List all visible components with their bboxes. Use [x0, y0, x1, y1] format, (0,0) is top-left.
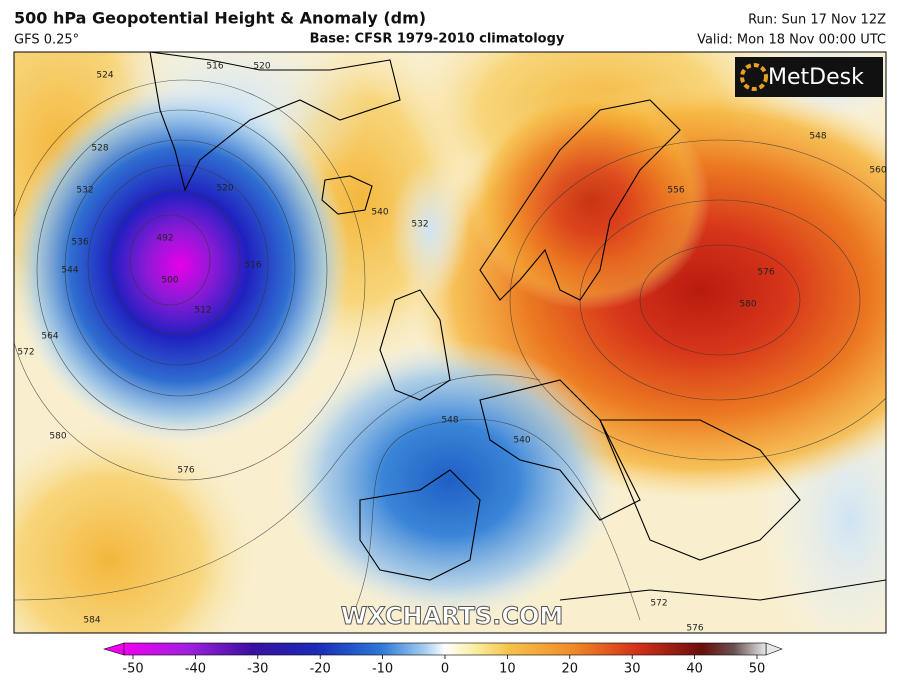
- watermark: WXCHARTS.COM: [341, 602, 563, 630]
- valid-time: Valid: Mon 18 Nov 00:00 UTC: [697, 33, 886, 48]
- contour-label: 532: [411, 220, 428, 230]
- contour-label: 572: [650, 599, 667, 609]
- contour-label: 556: [667, 186, 684, 196]
- colorbar: -50 -40 -30 -20 -10 0 10 20 30 40 50: [102, 642, 783, 677]
- contour-label: 584: [83, 616, 100, 626]
- colorbar-label: -20: [310, 662, 331, 677]
- base: Base: CFSR 1979-2010 climatology: [310, 32, 565, 47]
- contour-label: 548: [809, 132, 826, 142]
- contour-label: 540: [371, 208, 388, 218]
- run-time: Run: Sun 17 Nov 12Z: [748, 13, 886, 28]
- contour-label: 544: [61, 266, 78, 276]
- contour-label: 576: [757, 268, 774, 278]
- map-frame: [13, 51, 887, 634]
- logo: MetDesk: [768, 65, 864, 90]
- contour-label: 520: [216, 184, 233, 194]
- contour-labels: 524 516 520 528 532 536 544 564 572 580 576 584 492 5…: [17, 62, 886, 634]
- contour-label: 540: [513, 436, 530, 446]
- contour-label: 536: [71, 238, 88, 248]
- contour-label: 548: [441, 416, 458, 426]
- colorbar-label: 30: [624, 662, 641, 677]
- colorbar-label: 10: [499, 662, 516, 677]
- contour-label: 576: [177, 466, 194, 476]
- title: 500 hPa Geopotential Height & Anomaly (d…: [14, 9, 426, 28]
- model: GFS 0.25°: [14, 33, 79, 48]
- colorbar-label: 40: [686, 662, 703, 677]
- contour-label: 500: [161, 276, 178, 286]
- contour-label: 520: [253, 62, 270, 72]
- colorbar-label: -40: [185, 662, 206, 677]
- contour-label: 516: [206, 62, 223, 72]
- colorbar-label: -30: [247, 662, 268, 677]
- colorbar-label: -50: [122, 662, 143, 677]
- contour-label: 532: [76, 186, 93, 196]
- contour-label: 560: [869, 166, 886, 176]
- contour-label: 524: [96, 71, 113, 81]
- colorbar-label: 0: [441, 662, 449, 677]
- contour-label: 580: [49, 432, 66, 442]
- contour-label: 492: [156, 234, 173, 244]
- contour-label: 580: [739, 300, 756, 310]
- contour-label: 572: [17, 348, 34, 358]
- colorbar-label: 20: [562, 662, 579, 677]
- colorbar-label: 50: [749, 662, 766, 677]
- contour-label: 516: [244, 261, 261, 271]
- contour-label: 528: [91, 144, 108, 154]
- colorbar-label: -10: [372, 662, 393, 677]
- contour-label: 512: [194, 306, 211, 316]
- contour-label: 564: [41, 332, 58, 342]
- contour-label: 576: [686, 624, 703, 634]
